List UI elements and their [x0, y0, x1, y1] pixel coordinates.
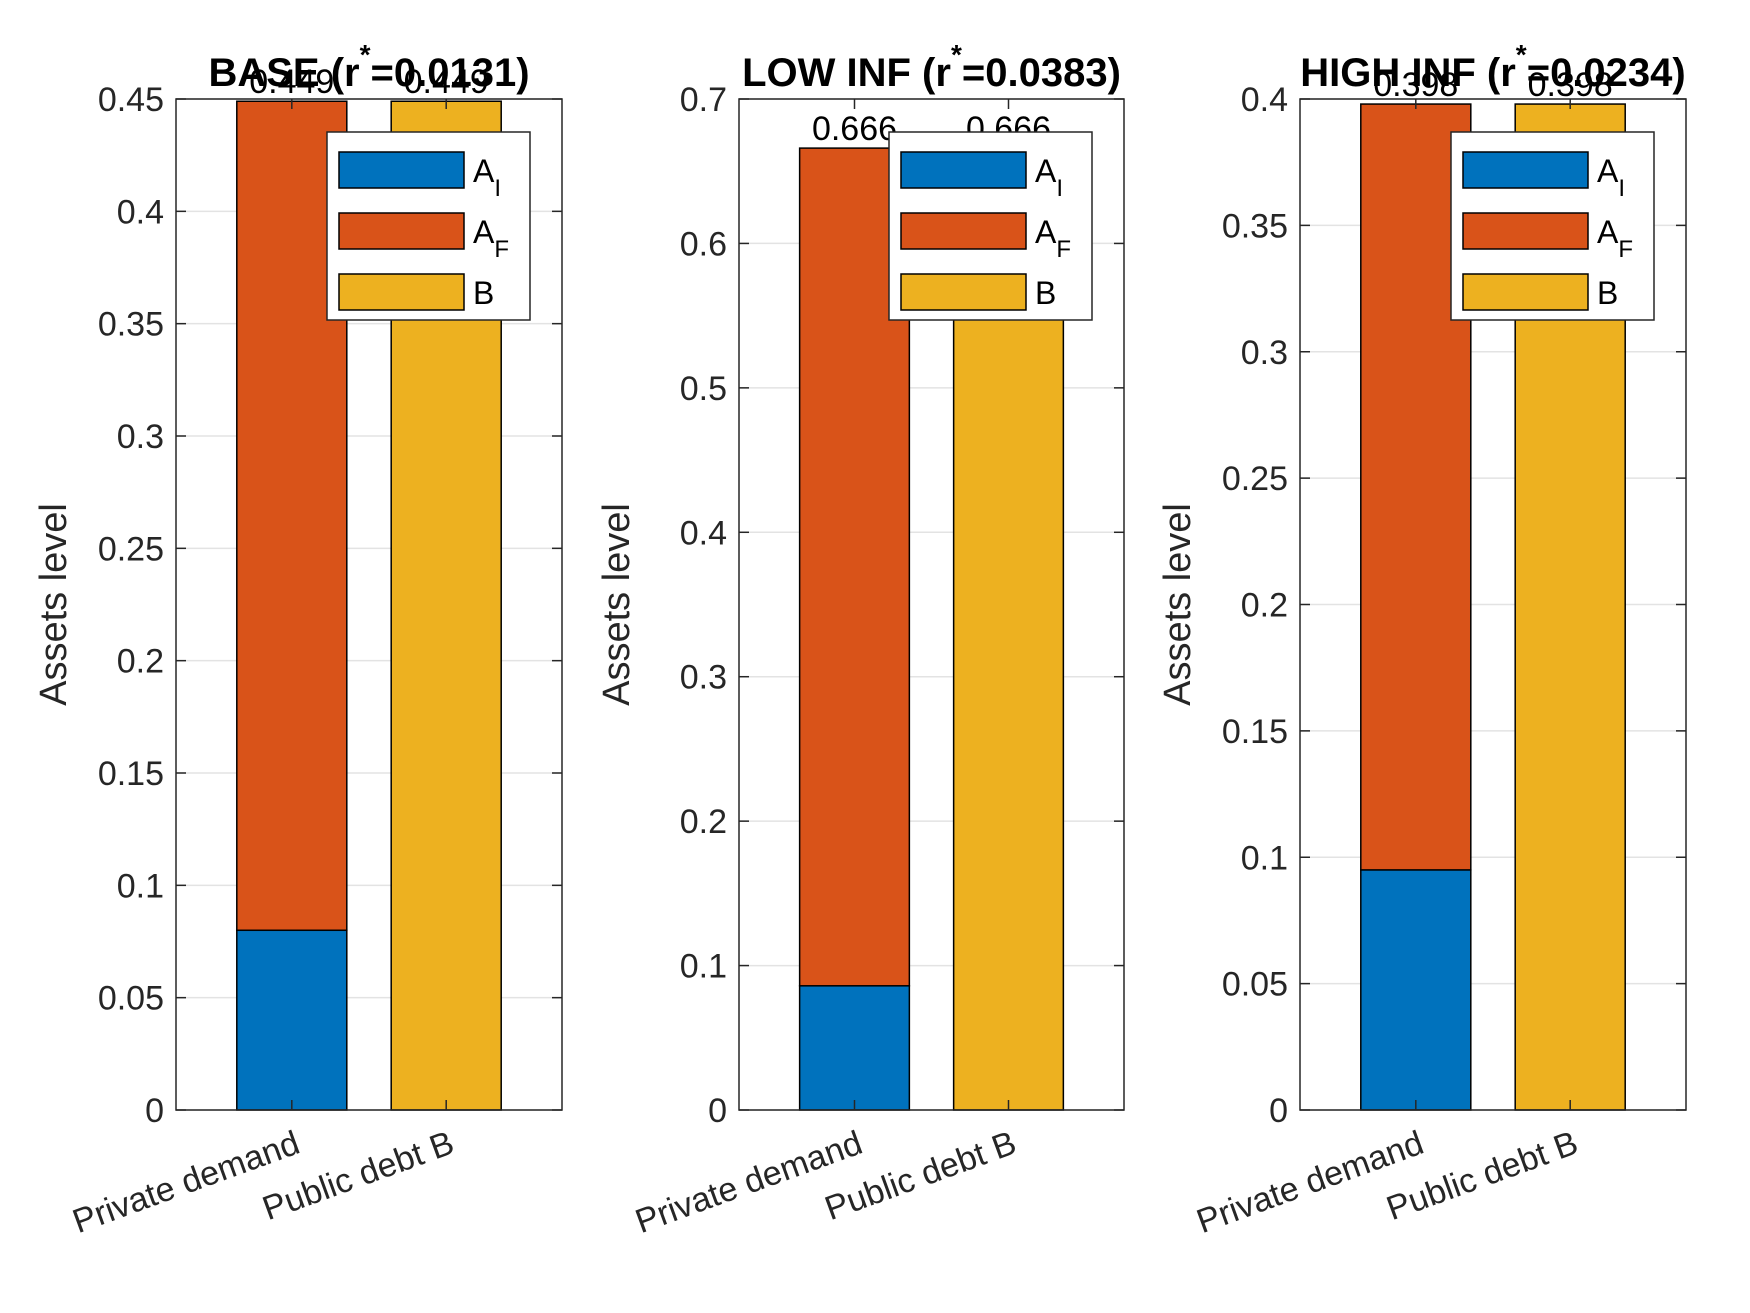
legend-entry-name: B: [1597, 275, 1618, 311]
chart-title-superscript: *: [951, 39, 962, 70]
legend-swatch: [900, 212, 1027, 250]
legend-swatch: [338, 273, 465, 311]
data-label: 0.666: [812, 110, 897, 148]
chart-title: HIGH INF (r*=0.0234): [1300, 39, 1685, 95]
legend-entry: B: [1035, 275, 1056, 311]
bar-segment: [1360, 869, 1472, 1111]
y-tick-label: 0.4: [1241, 81, 1288, 119]
data-label: 0.449: [404, 63, 489, 101]
legend-swatch: [338, 151, 465, 189]
legend-entry-subscript: I: [1056, 175, 1063, 202]
data-label: 0.398: [1373, 66, 1458, 104]
y-tick-label: 0.4: [117, 193, 164, 231]
legend-swatch: [1462, 151, 1589, 189]
y-tick-label: 0.2: [680, 803, 727, 841]
y-tick-label: 0.05: [1222, 966, 1288, 1004]
legend-swatch: [1462, 273, 1589, 311]
y-tick-label: 0.25: [1222, 460, 1288, 498]
bar-segment: [236, 929, 348, 1111]
y-tick-label: 0.15: [1222, 713, 1288, 751]
chart-title-superscript: *: [1516, 39, 1527, 70]
legend-entry-subscript: I: [1618, 175, 1625, 202]
y-axis-label: Assets level: [1157, 503, 1199, 706]
y-tick-label: 0.35: [98, 306, 164, 344]
y-tick-label: 0.35: [1222, 207, 1288, 245]
chart-title: BASE (r*=0.0131): [208, 39, 529, 95]
legend-entry-name: A: [1035, 214, 1057, 250]
legend-swatch: [900, 151, 1027, 189]
legend-entry-name: B: [473, 275, 494, 311]
data-label: 0.398: [1528, 66, 1613, 104]
y-tick-label: 0.6: [680, 225, 727, 263]
legend-entry-name: A: [473, 153, 495, 189]
y-tick-label: 0.1: [117, 867, 164, 905]
legend-swatch: [338, 212, 465, 250]
y-tick-label: 0.7: [680, 81, 727, 119]
chart-title-suffix: =0.0383): [962, 51, 1121, 95]
legend-entry-name: A: [1597, 214, 1619, 250]
legend-entry-name: A: [1035, 153, 1057, 189]
y-tick-label: 0: [708, 1092, 727, 1130]
legend-entry-subscript: F: [494, 236, 509, 263]
y-tick-label: 0.4: [680, 514, 727, 552]
y-tick-label: 0.3: [680, 659, 727, 697]
legend-entry: AF: [1035, 214, 1071, 263]
y-tick-label: 0.05: [98, 980, 164, 1018]
data-label: 0.449: [249, 63, 334, 101]
y-tick-label: 0.1: [680, 948, 727, 986]
legend-entry-subscript: F: [1618, 236, 1633, 263]
chart-title-superscript: *: [360, 39, 371, 70]
chart-title-main: LOW INF (r: [742, 51, 951, 95]
legend-entry: AI: [1035, 153, 1063, 202]
y-tick-label: 0.45: [98, 81, 164, 119]
y-tick-label: 0.2: [117, 643, 164, 681]
legend-entry: AF: [1597, 214, 1633, 263]
legend-entry: AI: [1597, 153, 1625, 202]
chart-title-main: BASE (r: [208, 51, 359, 95]
legend-entry-subscript: I: [494, 175, 501, 202]
legend-entry-name: A: [473, 214, 495, 250]
legend-entry: B: [473, 275, 494, 311]
y-tick-label: 0: [1269, 1092, 1288, 1130]
legend-entry: AI: [473, 153, 501, 202]
legend-entry-name: B: [1035, 275, 1056, 311]
axes-box: [738, 98, 1125, 1111]
legend-entry-name: A: [1597, 153, 1619, 189]
legend-entry: AF: [473, 214, 509, 263]
y-axis-label: Assets level: [33, 503, 75, 706]
chart-title-suffix: =0.0131): [371, 51, 530, 95]
legend-entry: B: [1597, 275, 1618, 311]
chart-title-suffix: =0.0234): [1527, 51, 1686, 95]
bar-segment: [798, 985, 911, 1111]
y-tick-label: 0.2: [1241, 587, 1288, 625]
y-tick-label: 0.3: [117, 418, 164, 456]
legend-entry-subscript: F: [1056, 236, 1071, 263]
y-tick-label: 0: [145, 1092, 164, 1130]
y-tick-label: 0.1: [1241, 839, 1288, 877]
chart-panel-1: 00.050.10.150.20.250.30.350.40.45Private…: [33, 39, 563, 1241]
legend-swatch: [1462, 212, 1589, 250]
y-tick-label: 0.25: [98, 530, 164, 568]
y-tick-label: 0.5: [680, 370, 727, 408]
chart-title: LOW INF (r*=0.0383): [742, 39, 1121, 95]
chart-title-main: HIGH INF (r: [1300, 51, 1516, 95]
y-tick-label: 0.15: [98, 755, 164, 793]
axes-box: [175, 98, 563, 1111]
y-tick-label: 0.3: [1241, 334, 1288, 372]
y-axis-label: Assets level: [596, 503, 638, 706]
legend-swatch: [900, 273, 1027, 311]
